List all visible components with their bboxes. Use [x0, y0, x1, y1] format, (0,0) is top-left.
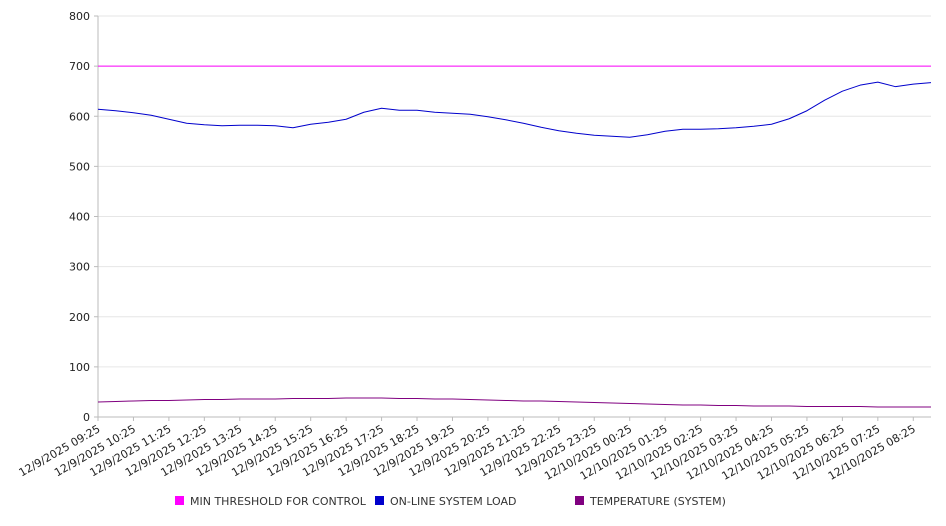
- series-lines: [97, 65, 932, 408]
- y-tick-label-400: 400: [69, 211, 90, 224]
- y-tick-label-600: 600: [69, 110, 90, 123]
- legend-label-0: MIN THRESHOLD FOR CONTROL: [190, 495, 367, 508]
- series-line-2: [97, 397, 931, 408]
- grid-lines: [98, 15, 931, 368]
- y-axis: 0 100 200 300 400 500 600 700 800: [69, 10, 99, 424]
- legend-swatch-1: [375, 496, 384, 505]
- legend-swatch-0: [175, 496, 184, 505]
- legend: MIN THRESHOLD FOR CONTROL ON-LINE SYSTEM …: [175, 495, 726, 508]
- y-tick-label-100: 100: [69, 361, 90, 374]
- y-tick-label-700: 700: [69, 60, 90, 73]
- legend-swatch-2: [575, 496, 584, 505]
- y-tick-label-200: 200: [69, 311, 90, 324]
- legend-label-1: ON-LINE SYSTEM LOAD: [390, 495, 516, 508]
- series-line-1: [97, 81, 932, 138]
- legend-label-2: TEMPERATURE (SYSTEM): [589, 495, 726, 508]
- y-tick-label-500: 500: [69, 160, 90, 173]
- y-tick-label-800: 800: [69, 10, 90, 23]
- y-tick-label-300: 300: [69, 261, 90, 274]
- y-tick-label-0: 0: [83, 411, 90, 424]
